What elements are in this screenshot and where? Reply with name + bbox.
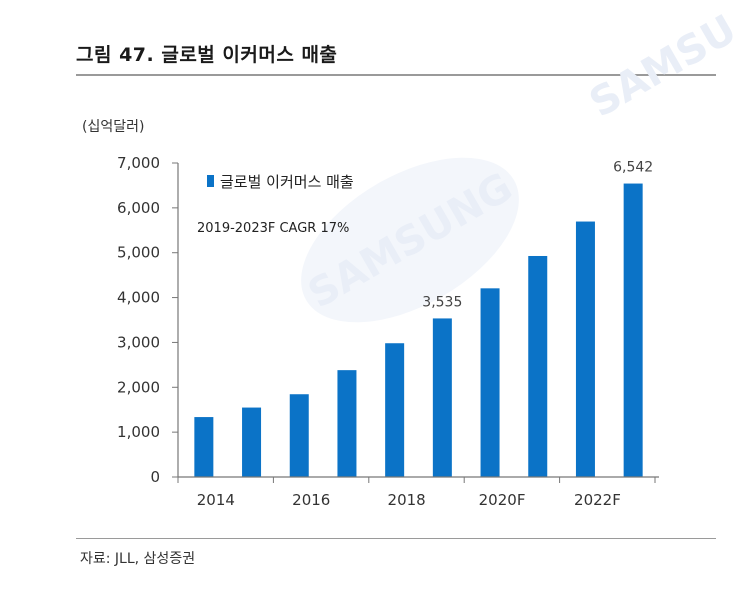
cagr-annotation: 2019-2023F CAGR 17%: [197, 221, 349, 236]
data-label: 6,542: [613, 160, 653, 176]
x-tick-label: 2016: [292, 491, 330, 509]
y-tick-label: 7,000: [117, 154, 160, 172]
y-tick-label: 6,000: [117, 199, 160, 217]
y-tick-label: 1,000: [117, 423, 160, 441]
legend-swatch: [207, 175, 214, 187]
y-tick-label: 2,000: [117, 378, 160, 396]
bar-2021F: [528, 255, 548, 477]
y-tick-label: 4,000: [117, 289, 160, 307]
y-tick-label: 5,000: [117, 244, 160, 262]
y-tick-label: 0: [150, 468, 160, 486]
bar-2019: [432, 318, 452, 477]
x-tick-label: 2014: [197, 491, 235, 509]
bar-2020F: [480, 288, 500, 477]
y-axis-unit-label: (십억달러): [82, 119, 144, 135]
bar-2016: [289, 394, 309, 477]
bar-2023F: [623, 183, 643, 478]
x-tick-label: 2022F: [574, 491, 621, 509]
title-divider: [76, 74, 716, 76]
x-tick-label: 2020F: [479, 491, 526, 509]
data-label: 3,535: [422, 294, 462, 310]
x-tick-label: 2018: [388, 491, 426, 509]
source-divider: [76, 538, 716, 539]
bar-2017: [337, 370, 357, 477]
bar-2018: [385, 343, 405, 477]
legend-label: 글로벌 이커머스 매출: [220, 173, 354, 191]
y-tick-label: 3,000: [117, 333, 160, 351]
bar-2015: [242, 407, 262, 477]
watermark-text-partial: SAMSU: [582, 6, 740, 126]
bar-2014: [194, 417, 214, 477]
figure-title: 그림 47. 글로벌 이커머스 매출: [76, 44, 338, 66]
source-note: 자료: JLL, 삼성증권: [80, 551, 196, 567]
bar-2022F: [575, 221, 595, 477]
